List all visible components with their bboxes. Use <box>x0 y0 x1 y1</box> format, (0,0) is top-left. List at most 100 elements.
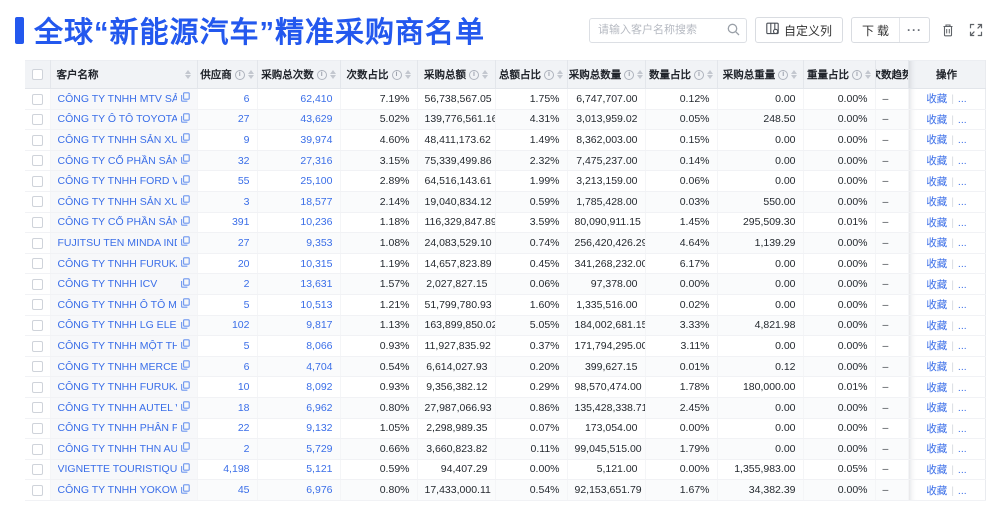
download-more-button[interactable]: ··· <box>907 23 922 37</box>
purchases-link[interactable]: 5,121 <box>306 463 333 476</box>
header-suppliers[interactable]: 供应商 i <box>197 60 258 89</box>
row-more-button[interactable]: ... <box>957 155 967 168</box>
favorite-button[interactable]: 收藏 <box>926 258 948 271</box>
favorite-button[interactable]: 收藏 <box>926 484 948 497</box>
fullscreen-icon[interactable] <box>966 19 986 41</box>
purchases-link[interactable]: 8,066 <box>306 339 333 352</box>
info-icon[interactable]: i <box>391 69 402 80</box>
row-more-button[interactable]: ... <box>957 319 967 332</box>
suppliers-link[interactable]: 20 <box>237 257 250 270</box>
sort-icon[interactable] <box>247 70 254 79</box>
suppliers-link[interactable]: 3 <box>243 195 250 208</box>
favorite-button[interactable]: 收藏 <box>926 278 948 291</box>
favorite-button[interactable]: 收藏 <box>926 134 948 147</box>
row-more-button[interactable]: ... <box>957 134 967 147</box>
copy-icon[interactable] <box>180 277 190 291</box>
row-more-button[interactable]: ... <box>957 299 967 312</box>
copy-icon[interactable] <box>180 360 190 373</box>
suppliers-link[interactable]: 4,198 <box>223 463 250 476</box>
favorite-button[interactable]: 收藏 <box>926 402 948 415</box>
search-input[interactable] <box>588 17 747 43</box>
suppliers-link[interactable]: 6 <box>243 360 250 373</box>
customer-name-link[interactable]: CÔNG TY TNHH SẢN XUẤT VÀ ... <box>57 195 177 208</box>
copy-icon[interactable] <box>180 216 190 229</box>
trash-icon[interactable] <box>938 19 958 41</box>
purchases-link[interactable]: 18,577 <box>300 195 333 208</box>
sort-icon[interactable] <box>557 70 563 79</box>
row-checkbox[interactable] <box>32 258 43 270</box>
customer-name-link[interactable]: CÔNG TY CỔ PHẦN SẢN XUẤT... <box>57 216 177 229</box>
purchases-link[interactable]: 62,410 <box>300 92 333 105</box>
row-more-button[interactable]: ... <box>957 93 967 106</box>
sort-icon[interactable] <box>184 70 191 79</box>
row-checkbox[interactable] <box>32 381 43 393</box>
purchases-link[interactable]: 13,631 <box>300 278 333 291</box>
row-checkbox[interactable] <box>32 155 43 167</box>
header-quantity_pct[interactable]: 数量占比 i <box>645 60 718 89</box>
favorite-button[interactable]: 收藏 <box>926 299 948 312</box>
customer-name-link[interactable]: CÔNG TY TNHH ICV <box>57 278 158 291</box>
customer-name-link[interactable]: CÔNG TY TNHH AUTEL VIỆT N... <box>57 401 177 414</box>
row-more-button[interactable]: ... <box>957 175 967 188</box>
copy-icon[interactable] <box>180 236 190 249</box>
copy-icon[interactable] <box>180 195 190 208</box>
copy-icon[interactable] <box>180 319 190 332</box>
customer-name-link[interactable]: CÔNG TY TNHH FURUKAWA A... <box>57 381 177 394</box>
row-more-button[interactable]: ... <box>957 443 967 456</box>
suppliers-link[interactable]: 22 <box>237 422 250 435</box>
favorite-button[interactable]: 收藏 <box>926 340 948 353</box>
customer-name-link[interactable]: VIGNETTE TOURISTIQUE G UNI... <box>57 463 177 476</box>
header-quantity[interactable]: 采购总数量 i <box>567 60 646 89</box>
copy-icon[interactable] <box>180 483 190 497</box>
row-checkbox[interactable] <box>32 237 43 249</box>
suppliers-link[interactable]: 2 <box>243 278 250 291</box>
customer-name-link[interactable]: CÔNG TY CỔ PHẦN SẢN XUẤT... <box>57 154 177 167</box>
sort-icon[interactable] <box>329 70 336 79</box>
download-button[interactable]: 下载 <box>861 23 892 38</box>
favorite-button[interactable]: 收藏 <box>926 422 948 435</box>
info-icon[interactable]: i <box>778 69 789 80</box>
purchases-link[interactable]: 10,236 <box>300 216 333 229</box>
suppliers-link[interactable]: 32 <box>237 154 250 167</box>
row-checkbox[interactable] <box>32 93 43 105</box>
row-checkbox[interactable] <box>32 278 43 290</box>
copy-icon[interactable] <box>180 422 190 435</box>
info-icon[interactable]: i <box>694 69 704 80</box>
suppliers-link[interactable]: 10 <box>237 381 250 394</box>
row-more-button[interactable]: ... <box>957 340 967 353</box>
row-more-button[interactable]: ... <box>957 402 967 415</box>
row-checkbox[interactable] <box>32 464 43 476</box>
purchases-link[interactable]: 4,704 <box>306 360 333 373</box>
copy-icon[interactable] <box>180 463 190 476</box>
row-checkbox[interactable] <box>32 175 43 187</box>
header-purchases[interactable]: 采购总次数 i <box>257 60 341 89</box>
purchases-link[interactable]: 10,315 <box>300 257 333 270</box>
suppliers-link[interactable]: 102 <box>231 319 250 332</box>
row-more-button[interactable]: ... <box>957 361 967 374</box>
sort-icon[interactable] <box>791 70 798 79</box>
purchases-link[interactable]: 9,817 <box>306 319 333 332</box>
row-checkbox[interactable] <box>32 114 43 126</box>
header-amount_pct[interactable]: 总额占比 i <box>495 60 568 89</box>
purchases-link[interactable]: 27,316 <box>300 154 333 167</box>
row-checkbox[interactable] <box>32 423 43 435</box>
favorite-button[interactable]: 收藏 <box>926 237 948 250</box>
customer-name-link[interactable]: CÔNG TY TNHH MTV SẢN XUẤ... <box>57 92 177 105</box>
row-checkbox[interactable] <box>32 217 43 229</box>
row-checkbox[interactable] <box>32 443 43 455</box>
customize-columns-button[interactable]: 自定义列 <box>754 17 843 43</box>
row-checkbox[interactable] <box>32 340 43 352</box>
suppliers-link[interactable]: 27 <box>237 236 250 249</box>
purchases-link[interactable]: 43,629 <box>300 113 333 126</box>
favorite-button[interactable]: 收藏 <box>926 155 948 168</box>
row-more-button[interactable]: ... <box>957 237 967 250</box>
suppliers-link[interactable]: 6 <box>243 92 250 105</box>
row-more-button[interactable]: ... <box>957 113 967 126</box>
copy-icon[interactable] <box>180 442 190 455</box>
row-more-button[interactable]: ... <box>957 216 967 229</box>
suppliers-link[interactable]: 5 <box>243 298 250 311</box>
search-icon[interactable] <box>727 23 740 41</box>
copy-icon[interactable] <box>180 174 190 188</box>
row-more-button[interactable]: ... <box>957 463 967 476</box>
customer-name-link[interactable]: CÔNG TY Ô TÔ TOYOTA VIỆT ... <box>57 113 177 126</box>
